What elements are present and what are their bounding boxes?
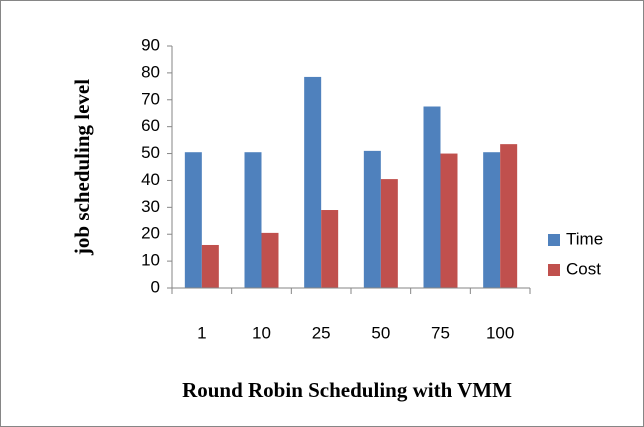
y-tick-label: 70: [141, 89, 160, 108]
x-tick-label: 1: [197, 323, 206, 342]
bar: [483, 152, 501, 288]
bar: [261, 232, 279, 288]
bar: [244, 152, 262, 288]
bar: [380, 179, 398, 288]
y-tick-label: 20: [141, 224, 160, 243]
legend-swatch: [548, 264, 560, 276]
y-tick-label: 10: [141, 251, 160, 270]
x-tick-label: 75: [431, 323, 450, 342]
bar: [321, 210, 339, 288]
y-tick-label: 40: [141, 170, 160, 189]
y-tick-label: 60: [141, 116, 160, 135]
legend-label: Cost: [566, 259, 601, 278]
bar: [304, 76, 322, 288]
legend-label: Time: [566, 229, 603, 248]
y-axis-label: job scheduling level: [70, 79, 94, 256]
y-tick-label: 80: [141, 62, 160, 81]
legend-swatch: [548, 234, 560, 246]
y-tick-label: 0: [151, 277, 160, 296]
x-tick-label: 100: [486, 323, 514, 342]
x-tick-label: 25: [312, 323, 331, 342]
bar: [423, 106, 441, 288]
x-tick-label: 50: [371, 323, 390, 342]
x-tick-label: 10: [252, 323, 271, 342]
bar: [500, 144, 518, 288]
y-tick-label: 30: [141, 197, 160, 216]
y-tick-label: 50: [141, 143, 160, 162]
bar: [363, 150, 381, 288]
y-tick-label: 90: [141, 35, 160, 54]
bar: [440, 153, 458, 288]
bar: [201, 244, 219, 288]
x-axis-label: Round Robin Scheduling with VMM: [182, 378, 512, 402]
bar: [184, 152, 202, 288]
